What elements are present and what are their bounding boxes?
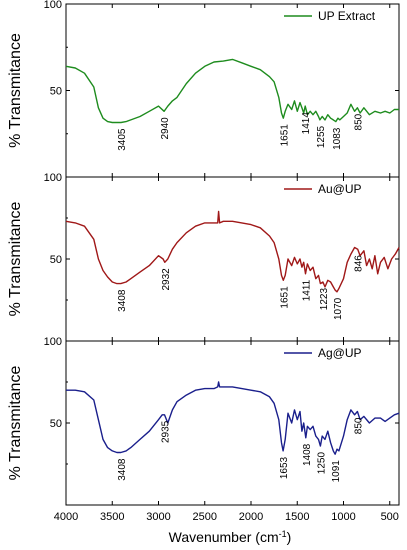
x-axis-label: Wavenumber (cm-1)	[169, 529, 292, 545]
panel-1: 50 100 % Transmitance UP Extract 3405 2940 165…	[7, 0, 400, 178]
y-axis-label: % Transmitance	[7, 33, 24, 148]
legend-label: Au@UP	[318, 182, 362, 196]
y-tick-label: 100	[44, 0, 62, 11]
peak-label: 1250	[316, 452, 327, 475]
x-tick-label: 3000	[146, 511, 170, 523]
legend-label: UP Extract	[318, 9, 376, 23]
peak-label: 1223	[319, 288, 330, 311]
peak-label: 1411	[301, 279, 312, 301]
series-line-1	[65, 58, 399, 124]
y-axis-label: % Transmitance	[7, 202, 24, 317]
peak-label: 2932	[161, 268, 172, 291]
y-tick-label: 50	[50, 86, 62, 98]
x-tick-label: 2500	[193, 511, 217, 523]
panel-3: 50 100 % Transmitance Ag@UP 3408 2935 1653 1408…	[7, 336, 400, 506]
peak-label: 1651	[279, 124, 290, 147]
x-tick-label: 1000	[331, 511, 355, 523]
y-axis-label: % Transmitance	[7, 366, 24, 481]
y-tick-label: 100	[44, 172, 62, 184]
x-tick-label: 500	[381, 511, 399, 523]
peak-label: 1408	[302, 443, 313, 466]
x-tick-label: 3500	[100, 511, 124, 523]
peak-label: 850	[353, 417, 364, 434]
series-line-3	[66, 381, 400, 455]
y-tick-label: 100	[44, 336, 62, 348]
panel-frame	[65, 3, 400, 178]
x-axis: 4000 3500 3000 2500 2000 1500 1000 500	[54, 511, 399, 523]
legend-label: Ag@UP	[318, 346, 362, 360]
peak-label: 846	[354, 255, 365, 272]
peak-label: 3408	[117, 289, 128, 312]
x-tick-label: 4000	[54, 511, 78, 523]
y-tick-label: 50	[50, 418, 62, 430]
peak-label: 1083	[332, 127, 343, 150]
peak-label: 1255	[316, 125, 327, 148]
peak-label: 850	[353, 113, 364, 130]
peak-label: 1091	[331, 460, 342, 483]
peak-label: 3405	[117, 128, 128, 151]
panel-2: 50 100 % Transmitance Au@UP 3408 2932 1651 1411…	[7, 172, 400, 342]
peak-label: 1414	[301, 112, 312, 135]
x-tick-label: 1500	[285, 511, 309, 523]
peak-label: 1070	[333, 297, 344, 320]
peak-label: 2940	[160, 117, 171, 140]
x-tick-label: 2000	[239, 511, 263, 523]
panels-group: 50 100 % Transmitance UP Extract 3405 2940 165…	[7, 0, 400, 506]
peak-label: 2935	[161, 420, 172, 443]
peak-label: 1651	[279, 286, 290, 309]
peak-label: 1653	[279, 456, 290, 479]
peak-label: 3408	[117, 458, 128, 481]
series-line-2	[65, 210, 400, 293]
y-tick-label: 50	[50, 254, 62, 266]
